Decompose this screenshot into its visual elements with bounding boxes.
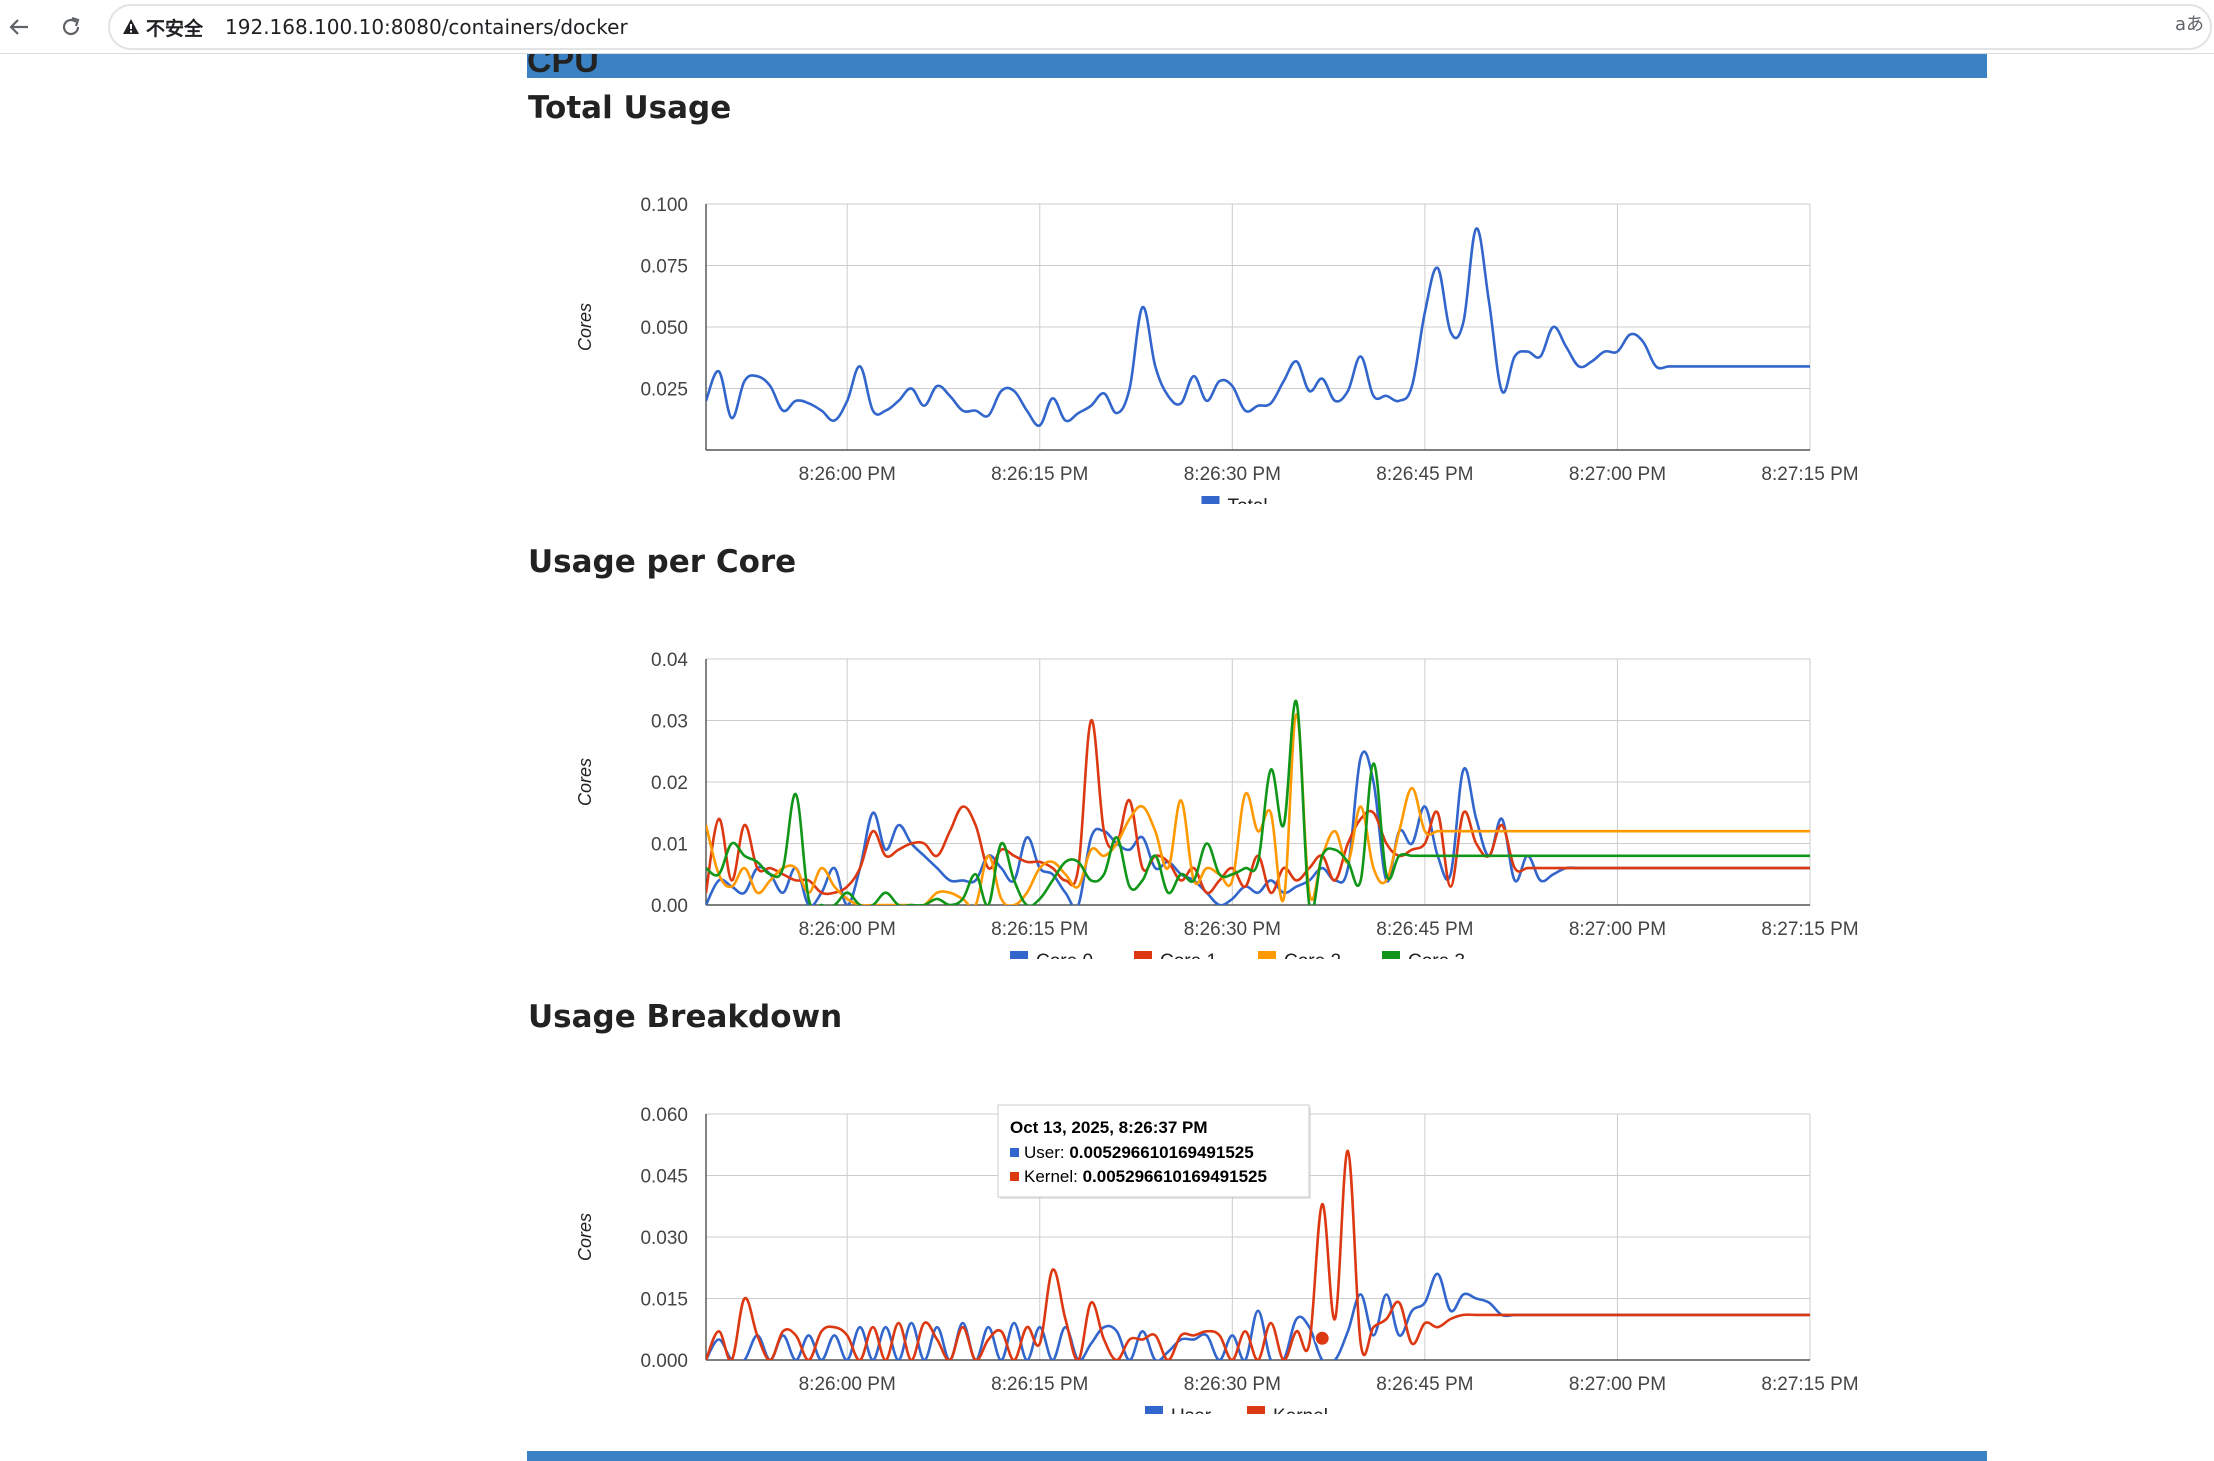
reload-button[interactable] (54, 10, 88, 44)
tooltip-row: Kernel: 0.005296610169491525 (1024, 1167, 1267, 1186)
browser-toolbar: 不安全 192.168.100.10:8080/containers/docke… (0, 0, 2214, 54)
translate-icon[interactable]: aあ (2174, 14, 2204, 35)
y-tick-label: 0.075 (640, 257, 688, 278)
x-tick-label: 8:27:00 PM (1569, 1374, 1666, 1395)
x-tick-label: 8:26:30 PM (1184, 464, 1281, 485)
legend-label: Total (1228, 496, 1268, 504)
legend-swatch (1247, 1406, 1265, 1414)
y-tick-label: 0.060 (640, 1105, 688, 1126)
y-axis-title: Cores (575, 303, 595, 351)
address-bar[interactable]: 不安全 192.168.100.10:8080/containers/docke… (108, 4, 2212, 50)
legend-label: Core 2 (1284, 951, 1341, 959)
chart-legend: User Kernel (1145, 1406, 1328, 1414)
legend-swatch (1382, 951, 1400, 959)
y-tick-label: 0.025 (640, 380, 688, 401)
cpu-section: CPU Total Usage 0.025 0.050 0.075 0.100 8:26… (527, 54, 1987, 1461)
tooltip-row: User: 0.005296610169491525 (1024, 1143, 1254, 1162)
y-tick-label: 0.04 (651, 650, 688, 671)
total-usage-chart: 0.025 0.050 0.075 0.100 8:26:00 PM 8:26:15 PM… (575, 195, 1859, 504)
legend-label: Core 0 (1036, 951, 1093, 959)
x-tick-label: 8:26:30 PM (1184, 1374, 1281, 1395)
usage-breakdown-heading: Usage Breakdown (528, 999, 843, 1035)
back-button[interactable] (2, 10, 36, 44)
x-tick-label: 8:26:45 PM (1376, 1374, 1473, 1395)
y-tick-label: 0.045 (640, 1167, 688, 1188)
legend-swatch (1258, 951, 1276, 959)
x-tick-label: 8:26:15 PM (991, 1374, 1088, 1395)
chart-legend: Core 0 Core 1 Core 2 Core 3 (1010, 951, 1465, 959)
y-tick-label: 0.01 (651, 835, 688, 856)
security-indicator[interactable]: 不安全 (122, 14, 203, 41)
legend-swatch (1134, 951, 1152, 959)
usage-per-core-chart: 0.00 0.01 0.02 0.03 0.04 8:26:00 PM 8:26:15 PM… (575, 650, 1859, 959)
legend-label: Kernel (1273, 1406, 1328, 1414)
url-text[interactable]: 192.168.100.10:8080/containers/docker (225, 15, 628, 39)
series-line-user[interactable] (706, 1272, 1810, 1366)
legend-label: Core 1 (1160, 951, 1217, 959)
section-header-bar: CPU (527, 54, 1987, 78)
tooltip-title: Oct 13, 2025, 8:26:37 PM (1010, 1118, 1208, 1137)
security-label: 不安全 (146, 17, 204, 40)
warning-icon (123, 19, 139, 34)
series-line-core-3[interactable] (706, 699, 1810, 912)
x-tick-label: 8:26:45 PM (1376, 919, 1473, 940)
series-line-core-1[interactable] (706, 719, 1810, 896)
x-tick-label: 8:27:15 PM (1761, 464, 1858, 485)
y-tick-label: 0.00 (651, 896, 688, 917)
series-line-core-2[interactable] (706, 712, 1810, 907)
x-tick-label: 8:27:15 PM (1761, 919, 1858, 940)
legend-label: Core 3 (1408, 951, 1465, 959)
y-tick-label: 0.050 (640, 318, 688, 339)
chart-tooltip: Oct 13, 2025, 8:26:37 PM User: 0.00529661… (997, 1104, 1311, 1199)
legend-swatch (1145, 1406, 1163, 1414)
arrow-left-icon (9, 19, 28, 35)
x-tick-label: 8:26:15 PM (991, 464, 1088, 485)
chart-legend: Total (1201, 496, 1268, 504)
x-tick-label: 8:26:45 PM (1376, 464, 1473, 485)
usage-breakdown-chart: 0.000 0.015 0.030 0.045 0.060 8:26:00 PM 8:26:… (575, 1104, 1859, 1414)
tooltip-swatch (1010, 1148, 1019, 1157)
y-tick-label: 0.000 (640, 1351, 688, 1372)
reload-icon (62, 16, 80, 36)
x-tick-label: 8:27:00 PM (1569, 919, 1666, 940)
series-line-kernel[interactable] (706, 1149, 1810, 1361)
x-tick-label: 8:26:15 PM (991, 919, 1088, 940)
highlight-point[interactable] (1314, 1330, 1330, 1346)
y-tick-label: 0.02 (651, 773, 688, 794)
y-tick-label: 0.015 (640, 1290, 688, 1311)
y-tick-label: 0.03 (651, 712, 688, 733)
section-title: CPU (527, 54, 599, 78)
y-tick-label: 0.100 (640, 195, 688, 216)
legend-swatch (1010, 951, 1028, 959)
legend-swatch (1201, 496, 1220, 504)
total-usage-heading: Total Usage (528, 90, 732, 126)
usage-per-core-heading: Usage per Core (528, 544, 797, 580)
series-line-total[interactable] (706, 227, 1810, 427)
x-tick-label: 8:26:00 PM (799, 919, 896, 940)
x-tick-label: 8:26:00 PM (799, 464, 896, 485)
page-content: CPU Total Usage 0.025 0.050 0.075 0.100 8:26… (0, 54, 2214, 1461)
y-axis-title: Cores (575, 1213, 595, 1261)
tooltip-box (997, 1104, 1310, 1198)
x-tick-label: 8:27:00 PM (1569, 464, 1666, 485)
legend-label: User (1171, 1406, 1212, 1414)
x-tick-label: 8:26:00 PM (799, 1374, 896, 1395)
tooltip-swatch (1010, 1172, 1019, 1181)
x-tick-label: 8:27:15 PM (1761, 1374, 1858, 1395)
section-footer-bar (527, 1451, 1987, 1461)
y-tick-label: 0.030 (640, 1228, 688, 1249)
y-axis-title: Cores (575, 758, 595, 806)
x-tick-label: 8:26:30 PM (1184, 919, 1281, 940)
